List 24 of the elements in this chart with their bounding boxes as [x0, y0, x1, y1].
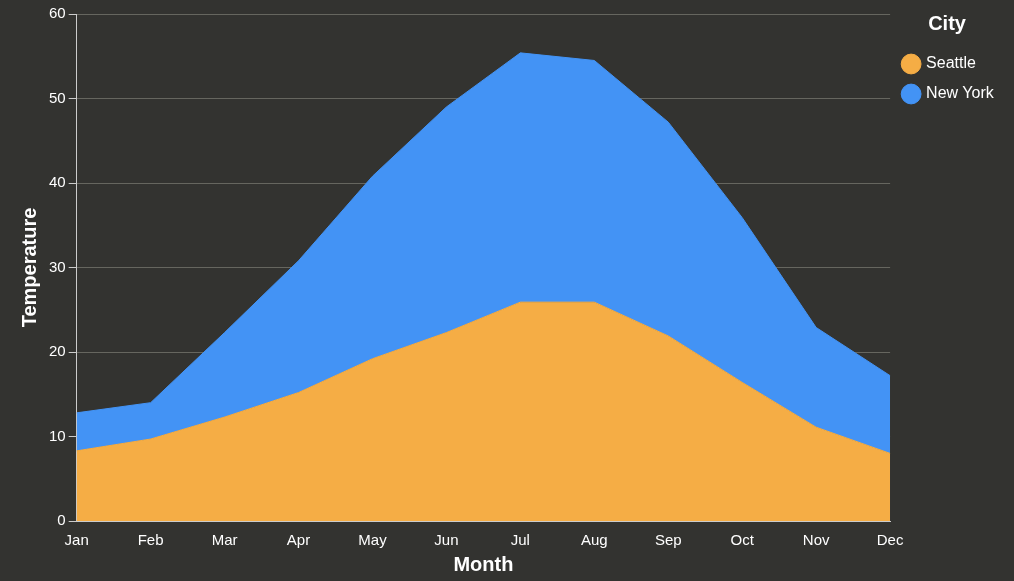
y-tick-label: 40 — [49, 173, 66, 191]
x-tick-label: Dec — [876, 531, 904, 549]
x-tick-label: Oct — [730, 531, 755, 549]
y-tick-label: 50 — [49, 88, 66, 106]
x-axis-title: Month — [453, 552, 514, 575]
x-tick-label: Apr — [286, 531, 311, 549]
x-tick-label: Sep — [654, 531, 682, 549]
y-tick-label: 20 — [49, 342, 66, 360]
y-axis-title: Temperature — [17, 207, 40, 328]
x-tick-label: Nov — [802, 531, 830, 549]
y-tick-label: 60 — [49, 4, 66, 22]
x-tick-label: May — [358, 531, 388, 549]
x-tick-label: Feb — [137, 531, 164, 549]
x-tick-label: Aug — [580, 531, 608, 549]
x-tick-label: Jan — [64, 531, 89, 549]
y-tick-label: 30 — [49, 257, 66, 275]
legend-label: Seattle — [926, 54, 977, 72]
legend-title: City — [928, 11, 967, 34]
y-tick-label: 0 — [57, 511, 66, 529]
x-tick-label: Jul — [510, 531, 530, 549]
y-tick-label: 10 — [49, 426, 66, 444]
legend-label: New York — [926, 84, 995, 102]
x-tick-label: Jun — [434, 531, 459, 549]
x-tick-label: Mar — [211, 531, 238, 549]
